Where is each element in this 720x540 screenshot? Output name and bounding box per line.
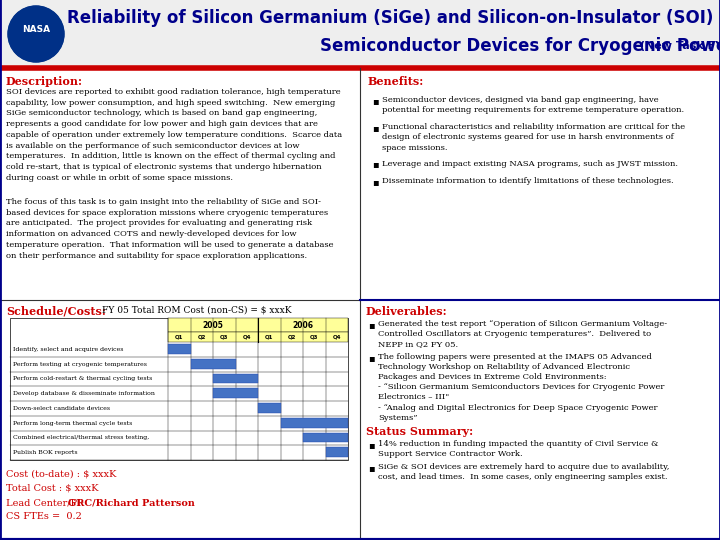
Text: The following papers were presented at the IMAPS 05 Advanced
Technology Workshop: The following papers were presented at t… xyxy=(378,353,665,422)
Text: NASA: NASA xyxy=(22,24,50,33)
Bar xyxy=(281,418,348,428)
Text: Semiconductor devices, designed via band gap engineering, have
potential for mee: Semiconductor devices, designed via band… xyxy=(382,96,684,114)
Circle shape xyxy=(8,6,64,62)
Text: (New Task FY05): (New Task FY05) xyxy=(636,41,720,51)
Text: Combined electrical/thermal stress testing,: Combined electrical/thermal stress testi… xyxy=(13,435,149,441)
Text: Lead Center/PI:: Lead Center/PI: xyxy=(6,498,88,507)
Text: Total Cost : $ xxxK: Total Cost : $ xxxK xyxy=(6,484,99,493)
Text: Leverage and impact existing NASA programs, such as JWST mission.: Leverage and impact existing NASA progra… xyxy=(382,159,678,167)
Text: Disseminate information to identify limitations of these technologies.: Disseminate information to identify limi… xyxy=(382,177,674,185)
Text: Generated the test report “Operation of Silicon Germanium Voltage-
Controlled Os: Generated the test report “Operation of … xyxy=(378,320,667,348)
Text: ▪: ▪ xyxy=(372,96,379,106)
Text: Perform cold-restart & thermal cycling tests: Perform cold-restart & thermal cycling t… xyxy=(13,376,153,381)
Text: Perform testing at cryogenic temperatures: Perform testing at cryogenic temperature… xyxy=(13,362,147,367)
Text: Deliverables:: Deliverables: xyxy=(366,306,448,317)
Bar xyxy=(10,318,348,460)
Text: CS FTEs =  0.2: CS FTEs = 0.2 xyxy=(6,512,82,521)
Text: ▪: ▪ xyxy=(372,123,379,133)
Bar xyxy=(168,318,348,332)
Text: Q3: Q3 xyxy=(220,334,228,340)
Text: Q4: Q4 xyxy=(333,334,341,340)
Bar xyxy=(303,433,348,442)
Text: Status Summary:: Status Summary: xyxy=(366,426,473,437)
Text: Reliability of Silicon Germanium (SiGe) and Silicon-on-Insulator (SOI): Reliability of Silicon Germanium (SiGe) … xyxy=(67,9,714,27)
Text: ▪: ▪ xyxy=(368,320,374,330)
Text: Q1: Q1 xyxy=(175,334,184,340)
Text: ▪: ▪ xyxy=(368,440,374,450)
Text: Q3: Q3 xyxy=(310,334,318,340)
Text: Down-select candidate devices: Down-select candidate devices xyxy=(13,406,110,411)
Bar xyxy=(168,332,348,342)
Text: The focus of this task is to gain insight into the reliability of SiGe and SOI-
: The focus of this task is to gain insigh… xyxy=(6,198,333,260)
Text: Cost (to-date) : $ xxxK: Cost (to-date) : $ xxxK xyxy=(6,470,117,479)
Text: Benefits:: Benefits: xyxy=(368,76,424,87)
Bar xyxy=(0,0,720,68)
Text: 2006: 2006 xyxy=(292,321,313,329)
Bar xyxy=(213,388,258,398)
Text: FY 05 Total ROM Cost (non-CS) = $ xxxK: FY 05 Total ROM Cost (non-CS) = $ xxxK xyxy=(102,306,292,315)
Text: Semiconductor Devices for Cryogenic Power Electronics: Semiconductor Devices for Cryogenic Powe… xyxy=(320,37,720,55)
Text: Develop database & disseminate information: Develop database & disseminate informati… xyxy=(13,391,155,396)
Bar xyxy=(168,344,191,354)
Text: ▪: ▪ xyxy=(368,463,374,473)
Text: GRC/Richard Patterson: GRC/Richard Patterson xyxy=(68,498,194,507)
Text: Description:: Description: xyxy=(6,76,83,87)
Bar xyxy=(325,447,348,457)
Text: SiGe & SOI devices are extremely hard to acquire due to availability,
cost, and : SiGe & SOI devices are extremely hard to… xyxy=(378,463,670,481)
Text: ▪: ▪ xyxy=(368,353,374,363)
Text: Perform long-term thermal cycle tests: Perform long-term thermal cycle tests xyxy=(13,421,132,426)
Text: Functional characteristics and reliability information are critical for the
desi: Functional characteristics and reliabili… xyxy=(382,123,685,152)
Bar xyxy=(191,359,235,368)
Text: Q2: Q2 xyxy=(287,334,296,340)
Bar xyxy=(213,374,258,383)
Text: SOI devices are reported to exhibit good radiation tolerance, high temperature
c: SOI devices are reported to exhibit good… xyxy=(6,88,342,181)
Text: ▪: ▪ xyxy=(372,177,379,187)
Text: Schedule/Costs:: Schedule/Costs: xyxy=(6,306,106,317)
Text: Q2: Q2 xyxy=(197,334,206,340)
Text: Q1: Q1 xyxy=(265,334,274,340)
Text: 14% reduction in funding impacted the quantity of Civil Service &
Support Servic: 14% reduction in funding impacted the qu… xyxy=(378,440,659,458)
Bar xyxy=(258,403,281,413)
Text: ▪: ▪ xyxy=(372,159,379,170)
Text: Q4: Q4 xyxy=(243,334,251,340)
Text: Publish BOK reports: Publish BOK reports xyxy=(13,450,78,455)
Text: Identify, select and acquire devices: Identify, select and acquire devices xyxy=(13,347,124,352)
Text: 2005: 2005 xyxy=(202,321,223,329)
